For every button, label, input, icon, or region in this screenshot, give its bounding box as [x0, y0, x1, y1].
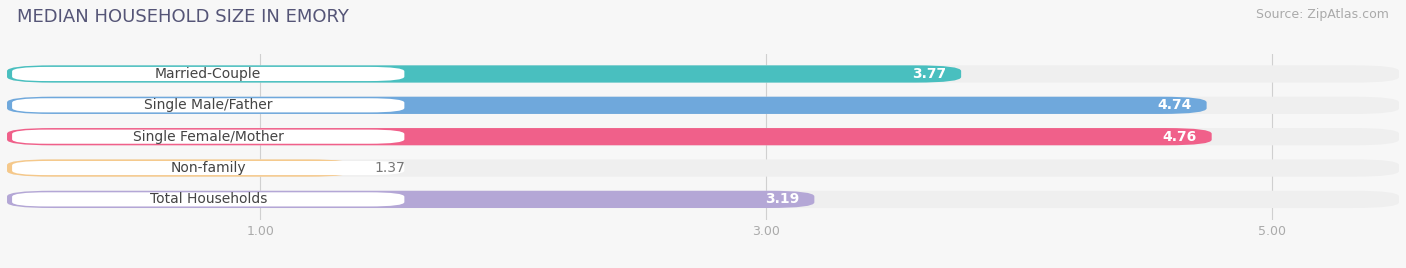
FancyBboxPatch shape [7, 97, 1399, 114]
FancyBboxPatch shape [13, 192, 405, 206]
FancyBboxPatch shape [7, 159, 354, 177]
FancyBboxPatch shape [7, 159, 1399, 177]
Text: 4.76: 4.76 [1163, 130, 1197, 144]
Text: Single Female/Mother: Single Female/Mother [132, 130, 284, 144]
FancyBboxPatch shape [7, 191, 814, 208]
Text: 3.77: 3.77 [912, 67, 946, 81]
Text: Married-Couple: Married-Couple [155, 67, 262, 81]
Text: 1.37: 1.37 [374, 161, 405, 175]
Text: Non-family: Non-family [170, 161, 246, 175]
FancyBboxPatch shape [7, 128, 1212, 145]
FancyBboxPatch shape [7, 191, 1399, 208]
Text: Source: ZipAtlas.com: Source: ZipAtlas.com [1256, 8, 1389, 21]
FancyBboxPatch shape [7, 65, 962, 83]
FancyBboxPatch shape [13, 130, 405, 144]
FancyBboxPatch shape [7, 128, 1399, 145]
Text: Total Households: Total Households [149, 192, 267, 206]
Text: Single Male/Father: Single Male/Father [143, 98, 273, 112]
Text: MEDIAN HOUSEHOLD SIZE IN EMORY: MEDIAN HOUSEHOLD SIZE IN EMORY [17, 8, 349, 26]
FancyBboxPatch shape [13, 161, 405, 175]
FancyBboxPatch shape [13, 67, 405, 81]
FancyBboxPatch shape [7, 97, 1206, 114]
FancyBboxPatch shape [13, 98, 405, 112]
Text: 4.74: 4.74 [1157, 98, 1191, 112]
Text: 3.19: 3.19 [765, 192, 799, 206]
FancyBboxPatch shape [7, 65, 1399, 83]
